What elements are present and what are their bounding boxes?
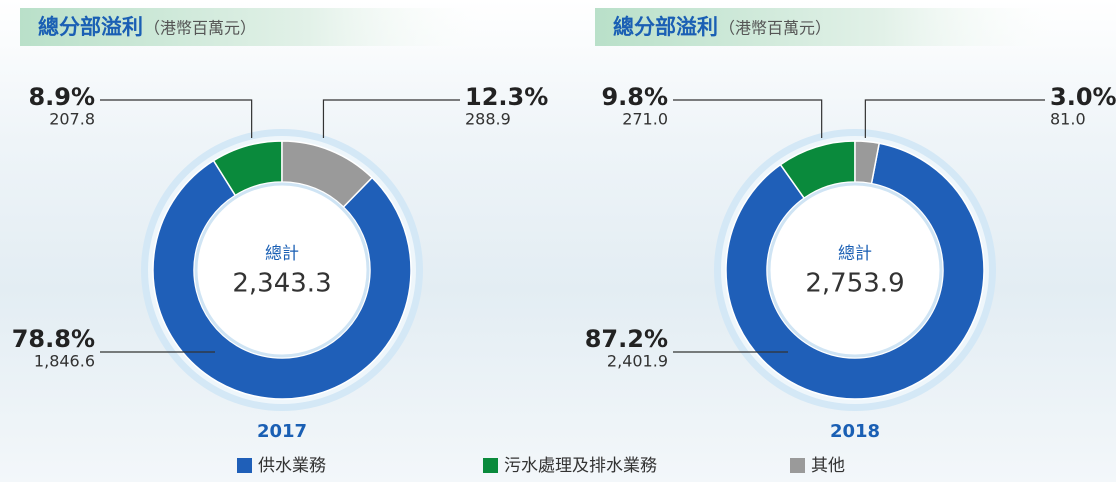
chart-subtitle: （港幣百萬元）	[719, 19, 831, 38]
donut-hole	[194, 182, 370, 358]
donut-slice	[854, 140, 881, 185]
amount-label: 81.0	[1050, 110, 1086, 129]
legend-label: 供水業務	[258, 456, 326, 476]
center-total: 2,753.9	[805, 269, 904, 299]
value-label: 87.2%	[585, 325, 668, 353]
legend-label: 其他	[811, 456, 845, 476]
legend-swatch	[483, 458, 498, 473]
amount-label: 207.8	[49, 110, 95, 129]
chart-title: 總分部溢利	[38, 15, 143, 39]
donut-slice	[152, 159, 412, 400]
value-label: 78.8%	[12, 325, 95, 353]
center-label: 總計	[265, 244, 299, 264]
legend-swatch	[790, 458, 805, 473]
value-label: 12.3%	[465, 83, 548, 111]
year-label: 2018	[830, 421, 880, 442]
amount-label: 1,846.6	[34, 352, 95, 371]
value-label: 8.9%	[28, 83, 95, 111]
chart-title: 總分部溢利	[613, 15, 718, 39]
leader-line	[322, 99, 460, 138]
header-band	[20, 8, 500, 46]
amount-label: 271.0	[622, 110, 668, 129]
header-band	[595, 8, 1075, 46]
year-label: 2017	[257, 421, 307, 442]
amount-label: 288.9	[465, 110, 511, 129]
legend-label: 污水處理及排水業務	[504, 456, 657, 476]
leader-line	[673, 99, 823, 138]
value-label: 9.8%	[601, 83, 668, 111]
donut-hole	[767, 182, 943, 358]
donut-slice	[725, 142, 985, 400]
legend-swatch	[237, 458, 252, 473]
value-label: 3.0%	[1050, 83, 1116, 111]
center-label: 總計	[838, 244, 872, 264]
donut-slice	[281, 140, 374, 209]
leader-line	[100, 99, 253, 138]
amount-label: 2,401.9	[607, 352, 668, 371]
center-total: 2,343.3	[232, 269, 331, 299]
chart-subtitle: （港幣百萬元）	[144, 19, 256, 38]
leader-line	[864, 99, 1045, 138]
